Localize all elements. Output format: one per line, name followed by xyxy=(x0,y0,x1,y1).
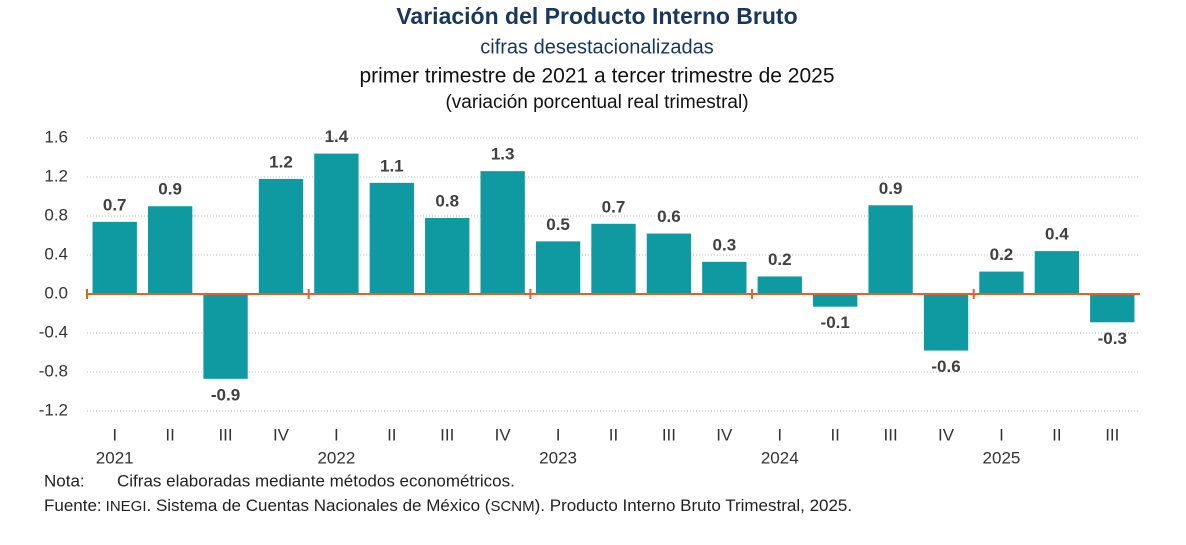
bar xyxy=(979,271,1024,294)
y-tick-label: 1.2 xyxy=(44,166,68,185)
bar xyxy=(923,294,969,351)
value-label: 0.3 xyxy=(713,235,737,254)
source-part: SCNM xyxy=(490,498,534,515)
y-tick-label: 0.0 xyxy=(44,283,68,302)
bar xyxy=(480,171,525,294)
value-label: -0.3 xyxy=(1098,329,1127,348)
value-label: 1.4 xyxy=(325,127,349,146)
x-group-label: 2023 xyxy=(539,448,577,467)
y-tick-label: -0.8 xyxy=(39,361,68,380)
value-label: 0.7 xyxy=(103,195,127,214)
value-label: 1.2 xyxy=(269,152,293,171)
value-label: 0.5 xyxy=(546,215,570,234)
x-tick-label: I xyxy=(777,425,782,444)
x-tick-label: III xyxy=(218,425,232,444)
note-label: Nota: xyxy=(44,471,85,490)
bar xyxy=(147,206,193,294)
x-tick-label: IV xyxy=(938,425,955,444)
bar xyxy=(757,276,802,294)
x-tick-label: II xyxy=(609,425,618,444)
bar xyxy=(258,178,304,294)
bar xyxy=(868,205,913,294)
bar xyxy=(646,233,692,294)
value-label: 1.3 xyxy=(491,145,515,164)
value-label: -0.9 xyxy=(211,385,240,404)
chart-title: Variación del Producto Interno Bruto xyxy=(396,3,797,29)
source-part: ). Producto Interno Bruto Trimestral, 20… xyxy=(535,496,852,515)
value-label: 0.4 xyxy=(1045,225,1069,244)
value-label: -0.6 xyxy=(931,357,960,376)
source-text: Fuente: INEGI. Sistema de Cuentas Naciona… xyxy=(44,496,852,515)
bar xyxy=(203,294,248,379)
source-label: Fuente: xyxy=(44,496,102,515)
source-part: . Sistema de Cuentas Nacionales de Méxic… xyxy=(147,496,491,515)
value-label: 0.8 xyxy=(435,191,459,210)
x-group-label: 2024 xyxy=(761,448,799,467)
x-tick-label: III xyxy=(1105,425,1119,444)
x-tick-label: II xyxy=(830,425,839,444)
note-text: Cifras elaboradas mediante métodos econo… xyxy=(117,471,515,490)
x-tick-label: I xyxy=(556,425,561,444)
bar xyxy=(591,223,636,294)
x-tick-label: I xyxy=(999,425,1004,444)
value-label: 0.6 xyxy=(657,207,681,226)
bar xyxy=(1090,294,1135,323)
bar xyxy=(1034,251,1080,294)
y-tick-label: -1.2 xyxy=(39,400,68,419)
bar xyxy=(92,221,137,294)
x-tick-label: III xyxy=(662,425,676,444)
bar xyxy=(369,182,414,294)
chart-unit: (variación porcentual real trimestral) xyxy=(445,92,748,113)
x-group-label: 2025 xyxy=(983,448,1021,467)
x-tick-label: IV xyxy=(716,425,733,444)
y-tick-label: -0.4 xyxy=(39,322,68,341)
source-part: INEGI xyxy=(106,498,147,515)
x-tick-label: IV xyxy=(495,425,512,444)
value-label: -0.1 xyxy=(821,313,850,332)
x-tick-label: III xyxy=(884,425,898,444)
x-group-label: 2021 xyxy=(96,448,134,467)
x-tick-label: I xyxy=(334,425,339,444)
x-group-label: 2022 xyxy=(317,448,355,467)
bar xyxy=(702,261,747,294)
value-label: 0.2 xyxy=(990,245,1014,264)
x-tick-label: I xyxy=(112,425,117,444)
value-label: 0.2 xyxy=(768,250,792,269)
x-tick-label: II xyxy=(165,425,174,444)
value-label: 0.7 xyxy=(602,197,626,216)
value-label: 0.9 xyxy=(158,180,182,199)
x-tick-label: II xyxy=(1052,425,1061,444)
value-label: 1.1 xyxy=(380,156,404,175)
bar xyxy=(535,241,581,294)
bar xyxy=(813,294,858,307)
x-tick-label: III xyxy=(440,425,454,444)
chart-subtitle: cifras desestacionalizadas xyxy=(480,36,713,58)
x-tick-label: IV xyxy=(273,425,290,444)
bar xyxy=(425,217,470,294)
x-tick-label: II xyxy=(387,425,396,444)
value-label: 0.9 xyxy=(879,179,903,198)
bar xyxy=(314,153,359,294)
y-tick-label: 0.8 xyxy=(44,205,68,224)
y-tick-label: 0.4 xyxy=(44,244,68,263)
chart-period: primer trimestre de 2021 a tercer trimes… xyxy=(359,65,834,88)
y-tick-label: 1.6 xyxy=(44,127,68,146)
